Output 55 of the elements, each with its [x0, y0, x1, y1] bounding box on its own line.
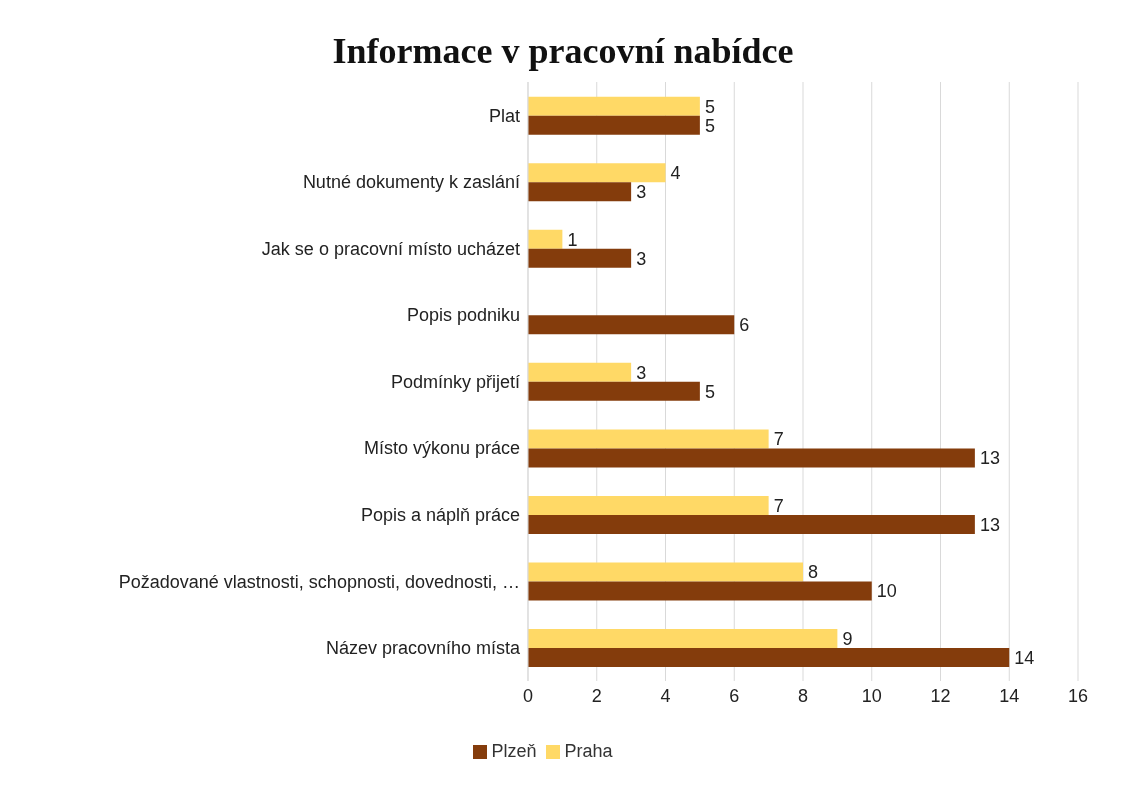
- bar: [528, 581, 872, 601]
- bar: [528, 648, 1010, 668]
- data-label: 5: [704, 96, 715, 117]
- data-label: 7: [773, 495, 784, 516]
- y-tick-label: Popis a náplň práce: [360, 505, 520, 525]
- y-tick-label: Plat: [488, 105, 520, 126]
- legend-label: Plzeň: [491, 741, 537, 761]
- data-label: 5: [704, 115, 715, 136]
- bar: [528, 248, 632, 268]
- bar: [528, 163, 666, 183]
- data-label: 3: [636, 182, 647, 203]
- y-tick-label: Místo výkonu práce: [363, 438, 520, 459]
- y-tick-label: Podmínky přijetí: [390, 371, 520, 392]
- bar: [528, 429, 769, 449]
- bar: [528, 495, 769, 515]
- x-tick-label: 16: [1067, 685, 1089, 706]
- bar: [528, 629, 838, 649]
- x-tick-label: 6: [729, 685, 740, 706]
- data-label: 10: [876, 581, 897, 602]
- data-label: 8: [808, 562, 819, 583]
- data-label: 3: [636, 248, 647, 269]
- bar: [528, 381, 700, 401]
- data-label: 13: [979, 448, 1000, 469]
- y-tick-label: Požadované vlastnosti, schopnosti, dovednosti, …: [118, 571, 520, 592]
- bar: [528, 315, 735, 335]
- bar: [528, 96, 700, 116]
- y-tick-label: Nutné dokumenty k zaslání: [302, 172, 520, 193]
- bar: [528, 229, 563, 249]
- data-label: 6: [739, 315, 750, 336]
- x-tick-label: 12: [930, 685, 951, 706]
- data-label: 9: [842, 628, 853, 649]
- bar: [528, 115, 700, 135]
- y-tick-label: Jak se o pracovní místo ucházet: [261, 238, 520, 259]
- data-label: 4: [670, 163, 681, 184]
- data-label: 5: [704, 381, 715, 402]
- x-tick-label: 0: [522, 685, 534, 706]
- y-tick-label: Popis podniku: [406, 305, 520, 326]
- legend-label: Praha: [564, 741, 613, 761]
- bar: [528, 562, 803, 582]
- y-tick-label: Název pracovního místa: [325, 638, 521, 659]
- x-tick-label: 8: [797, 685, 809, 706]
- x-tick-label: 4: [660, 685, 671, 706]
- chart-title: Informace v pracovní nabídce: [331, 30, 795, 72]
- x-tick-label: 2: [591, 685, 602, 706]
- data-label: 13: [979, 514, 1000, 535]
- data-label: 1: [567, 229, 578, 250]
- bar: [528, 448, 975, 468]
- data-label: 3: [636, 362, 647, 383]
- data-label: 7: [773, 429, 784, 450]
- x-tick-label: 10: [861, 685, 882, 706]
- bar: [528, 182, 632, 202]
- x-tick-label: 14: [999, 685, 1020, 706]
- bar: [528, 362, 632, 382]
- data-label: 14: [1014, 647, 1035, 668]
- bar: [528, 514, 975, 534]
